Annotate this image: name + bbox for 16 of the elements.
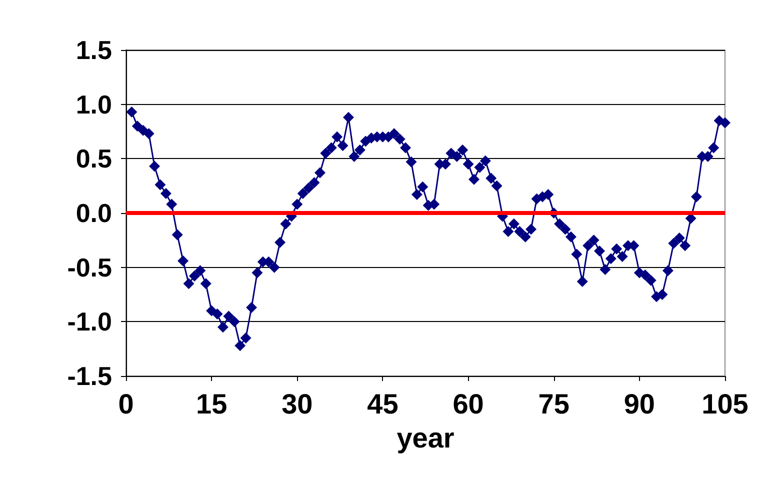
y-tick-label: 1.5 [76, 35, 112, 65]
x-tick-label: 105 [702, 388, 748, 420]
y-tick-label: 0.0 [76, 198, 112, 228]
y-tick-label: 1.0 [76, 89, 112, 120]
x-tick-label: 30 [282, 388, 313, 420]
x-tick-label: 75 [538, 388, 570, 420]
y-tick-label: 0.5 [76, 144, 112, 174]
x-tick-label: 45 [367, 388, 398, 420]
x-tick-label: 15 [196, 388, 228, 420]
y-tick-label: -0.5 [67, 252, 112, 282]
x-axis-title: year [396, 422, 454, 454]
x-tick-label: 0 [118, 388, 134, 420]
x-tick-label: 90 [624, 388, 656, 420]
y-tick-label: -1.0 [67, 306, 112, 337]
y-tick-label: -1.5 [67, 361, 112, 391]
x-tick-label: 60 [452, 388, 484, 420]
